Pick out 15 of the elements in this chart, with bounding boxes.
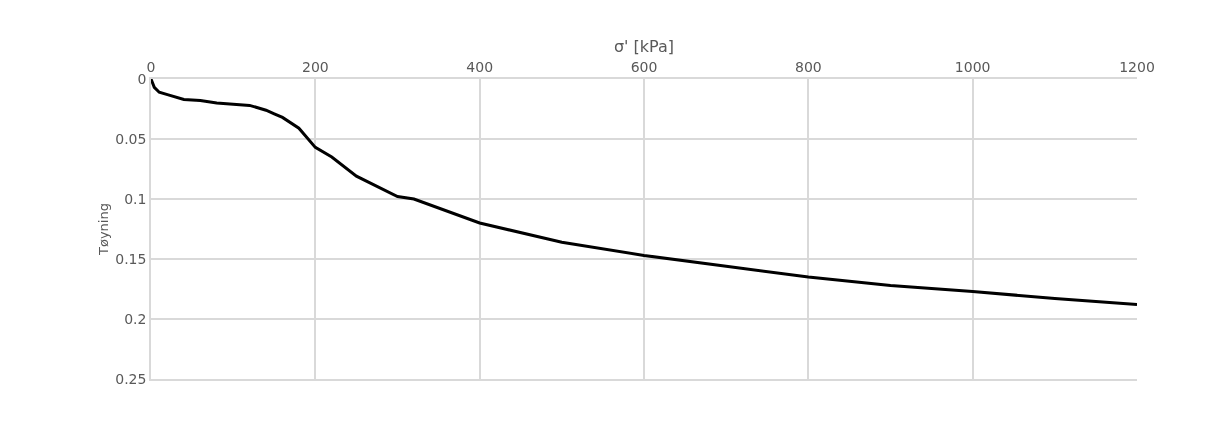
x-tick-label: 800 xyxy=(794,58,822,75)
x-tick-label: 200 xyxy=(301,58,329,75)
y-tick-label: 0.25 xyxy=(115,370,147,387)
y-axis-title: Tøyning xyxy=(95,203,111,256)
x-tick-label: 1200 xyxy=(1119,58,1155,75)
y-tick-label: 0.15 xyxy=(115,250,147,267)
x-tick-label: 600 xyxy=(630,58,658,75)
y-tick-label: 0.2 xyxy=(124,310,147,327)
y-tick-label: 0 xyxy=(137,70,147,87)
y-tick-label: 0.05 xyxy=(115,130,147,147)
x-axis-title: σ' [kPa] xyxy=(613,37,675,57)
x-tick-label: 400 xyxy=(466,58,494,75)
y-tick-label: 0.1 xyxy=(124,190,147,207)
line-series xyxy=(151,79,1137,307)
x-tick-label: 1000 xyxy=(954,58,991,75)
